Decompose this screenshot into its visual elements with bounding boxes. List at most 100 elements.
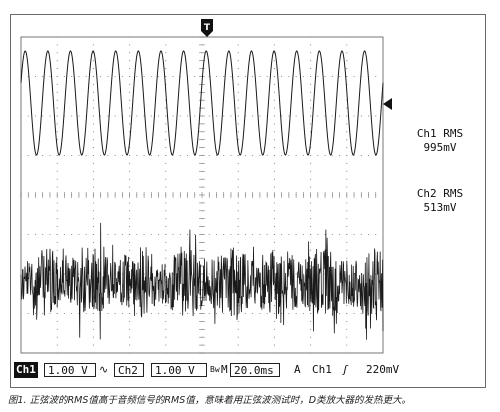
graticule-dot [49,233,51,236]
graticule-dot [107,115,109,117]
graticule-dot [252,312,254,315]
graticule-dot [63,233,65,236]
graticule-dot [63,154,65,157]
graticule-dot [179,312,181,315]
graticule-dot [129,115,131,117]
graticule-dot [346,305,348,307]
ch1-rms-value: 995mV [423,141,457,154]
graticule-dot [92,249,94,251]
ch2-rms-readout: Ch2 RMS 513mV [399,187,481,215]
graticule-dot [56,328,58,330]
graticule-dot [186,154,189,157]
graticule-dot [346,186,348,188]
graticule-dot [165,249,167,251]
graticule-dot [310,170,312,172]
graticule-dot [92,99,94,101]
graticule-dot [302,312,304,315]
trigger-source[interactable]: Ch1 [312,363,332,376]
graticule-dot [165,202,167,204]
graticule-dot [223,233,225,236]
graticule-dot [92,202,94,204]
graticule-dot [273,312,275,315]
graticule-dot [129,52,131,54]
graticule-dot [165,186,167,188]
graticule-dot [107,154,109,157]
graticule-dot [158,312,160,315]
graticule-dot [143,75,145,78]
ch1-scale[interactable]: 1.00 V [44,363,96,377]
graticule-dot [92,226,94,228]
graticule-dot [244,312,246,315]
graticule-dot [136,115,138,117]
graticule-dot [310,115,312,117]
graticule-dot [150,233,152,236]
oscilloscope-screen: T Ch1 RMS 995mV Ch2 RMS 513mV [10,14,486,388]
graticule-dot [310,162,312,164]
graticule-dot [78,115,80,117]
graticule-dot [165,233,167,236]
graticule-dot [273,131,275,133]
ac-coupling-icon: ∿ [99,363,109,376]
graticule-dot [92,107,94,109]
graticule-dot [353,115,355,117]
graticule-dot [237,123,239,125]
graticule-dot [295,273,297,275]
graticule-dot [310,257,312,259]
graticule-dot [360,312,362,315]
graticule-dot [56,91,58,93]
graticule-dot [129,107,131,109]
graticule-dot [71,154,73,157]
graticule-dot [310,328,312,330]
graticule-dot [310,178,312,180]
graticule-dot [49,312,51,315]
graticule-dot [346,52,348,54]
graticule-dot [129,170,131,172]
graticule-dot [165,320,167,322]
graticule-dot [158,75,160,78]
graticule-dot [302,75,304,78]
graticule-dot [165,162,167,164]
graticule-dot [273,241,275,243]
graticule-dot [237,91,239,93]
graticule-dot [27,312,29,315]
graticule-dot [56,131,58,133]
graticule-dot [136,75,138,78]
graticule-dot [92,218,94,220]
graticule-dot [237,99,239,101]
graticule-dot [346,170,348,172]
graticule-dot [56,336,58,338]
graticule-dot [114,233,116,236]
graticule-dot [230,75,232,78]
graticule-dot [129,312,131,315]
graticule-dot [360,115,362,117]
graticule-dot [107,233,109,236]
graticule-dot [56,210,58,212]
graticule-dot [295,312,297,315]
trigger-level[interactable]: 220mV [366,363,400,376]
graticule-dot [295,115,297,117]
ch2-badge[interactable]: Ch2 [114,363,144,377]
graticule-dot [129,226,131,228]
graticule-dot [375,75,377,78]
graticule-dot [339,312,341,315]
ch2-scale[interactable]: 1.00 V [151,363,207,377]
graticule-dot [92,162,94,164]
graticule-dot [42,75,44,78]
graticule-dot [92,68,94,70]
timebase-value[interactable]: 20.0ms [230,363,280,377]
graticule-dot [56,344,58,346]
graticule-dot [310,75,312,78]
graticule-dot [92,170,94,172]
graticule-dot [259,154,261,157]
graticule-dot [346,44,348,46]
ch1-badge[interactable]: Ch1 [14,362,38,378]
graticule-dot [165,75,167,78]
graticule-dot [143,154,145,157]
graticule-dot [310,233,312,236]
graticule-dot [281,312,283,315]
graticule-dot [56,115,58,117]
graticule-dot [215,233,218,236]
graticule-dot [78,233,80,236]
graticule-dot [56,249,58,251]
graticule-dot [34,154,37,157]
